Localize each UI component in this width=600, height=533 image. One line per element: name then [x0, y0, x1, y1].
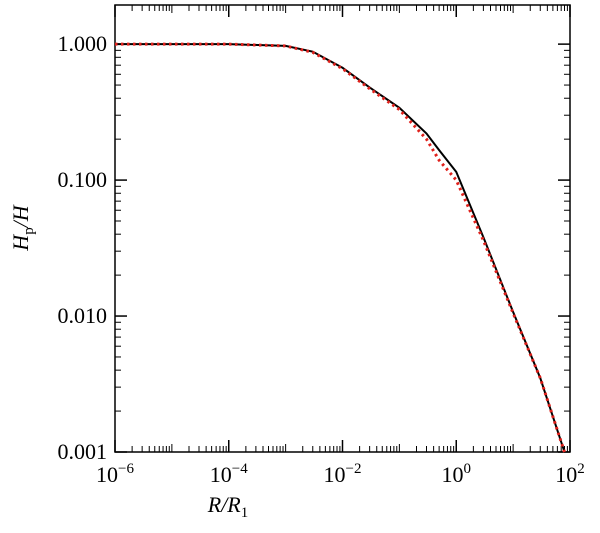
x-tick-label: 10−2	[324, 461, 362, 487]
y-tick-label: 0.010	[58, 303, 108, 328]
data-line	[115, 43, 566, 453]
x-tick-label: 100	[442, 461, 472, 487]
x-tick-label: 102	[555, 461, 585, 487]
x-axis-label: R/R1	[207, 492, 249, 521]
y-tick-label: 0.001	[58, 439, 108, 464]
x-tick-label: 10−6	[96, 461, 134, 487]
y-tick-label: 0.100	[58, 167, 108, 192]
x-tick-label: 10−4	[210, 461, 248, 487]
plot-frame	[114, 4, 571, 453]
y-axis-label: Hp/H	[8, 204, 37, 252]
data-line	[115, 42, 566, 453]
y-tick-label: 1.000	[58, 31, 108, 56]
